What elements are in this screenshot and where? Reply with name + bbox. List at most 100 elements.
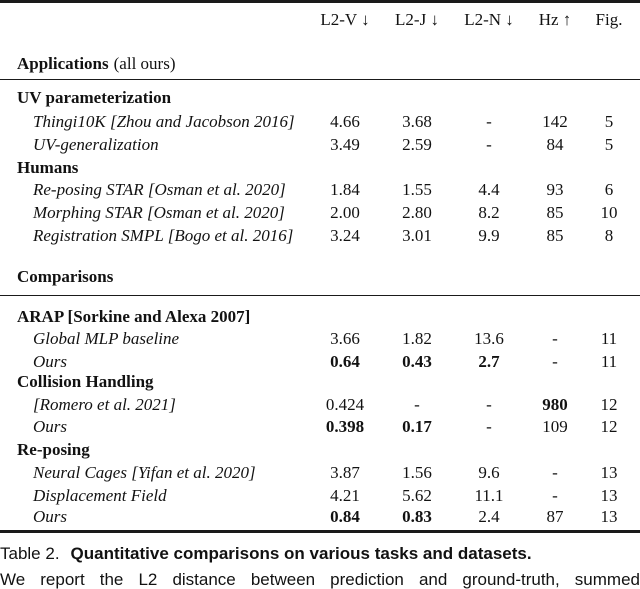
cell-fig: 5 [604, 112, 614, 131]
row-label: Registration SMPL [Bogo et al. 2016] [33, 226, 294, 245]
table-rule-bottom [0, 530, 640, 533]
cell-hz: 109 [542, 417, 568, 436]
cell-l2j: 1.56 [402, 463, 432, 482]
caption-title: Quantitative comparisons on various task… [70, 544, 532, 563]
group-label-main: Applications [17, 54, 109, 73]
table-row: UV-generalization 3.49 2.59 - 84 5 [0, 133, 640, 156]
cell-l2j: - [414, 395, 420, 414]
cell-l2j: 1.82 [402, 329, 432, 348]
row-label: Ours [33, 352, 68, 371]
table-row: Morphing STAR [Osman et al. 2020] 2.00 2… [0, 201, 640, 224]
table-row: Ours 0.84 0.83 2.4 87 13 [0, 505, 640, 528]
cell-l2n: 13.6 [474, 329, 504, 348]
section-label: Humans [17, 158, 79, 177]
group-label: Applications (all ours) [17, 52, 175, 75]
table-row: Re-posing STAR [Osman et al. 2020] 1.84 … [0, 178, 640, 201]
cell-l2v: 3.24 [330, 226, 360, 245]
cell-hz: - [552, 329, 558, 348]
section-label: UV parameterization [17, 88, 172, 107]
column-header-l2v: L2-V ↓ [320, 10, 370, 29]
cell-hz: 87 [546, 507, 564, 526]
cell-l2v: 0.398 [325, 417, 365, 436]
section-label: Collision Handling [17, 372, 154, 391]
caption-line-1: Table 2. Quantitative comparisons on vari… [0, 541, 640, 567]
row-label: Ours [33, 507, 68, 526]
table-section-row: ARAP [Sorkine and Alexa 2007] [0, 305, 640, 328]
table-header-row: L2-V ↓ L2-J ↓ L2-N ↓ Hz ↑ Fig. [0, 8, 640, 31]
cell-l2n: 2.4 [478, 507, 500, 526]
cell-l2j: 0.83 [402, 507, 432, 526]
row-label: [Romero et al. 2021] [33, 395, 176, 414]
section-label: Re-posing [17, 440, 90, 459]
cell-l2v: 0.424 [325, 395, 365, 414]
cell-l2v: 3.49 [330, 135, 360, 154]
cell-hz: 84 [546, 135, 564, 154]
cell-l2v: 0.64 [330, 352, 360, 371]
table-row: Global MLP baseline 3.66 1.82 13.6 - 11 [0, 327, 640, 350]
column-header-fig: Fig. [595, 10, 623, 29]
cell-hz: 93 [546, 180, 564, 199]
table-section-row: UV parameterization [0, 86, 640, 109]
cell-hz: - [552, 486, 558, 505]
cell-fig: 13 [600, 463, 618, 482]
section-label: ARAP [Sorkine and Alexa 2007] [17, 307, 251, 326]
column-header-l2n: L2-N ↓ [464, 10, 514, 29]
cell-l2v: 3.66 [330, 329, 360, 348]
row-label: Neural Cages [Yifan et al. 2020] [33, 463, 256, 482]
group-label: Comparisons [17, 267, 114, 286]
cell-fig: 8 [604, 226, 614, 245]
cell-fig: 12 [600, 395, 618, 414]
cell-l2n: 9.6 [478, 463, 500, 482]
cell-l2j: 3.01 [402, 226, 432, 245]
table-section-row: Collision Handling [0, 370, 640, 393]
cell-l2j: 0.17 [402, 417, 432, 436]
table-group-row: Comparisons [0, 265, 640, 288]
table-rule-mid-1 [0, 79, 640, 81]
table-section-row: Re-posing [0, 438, 640, 461]
cell-l2n: 8.2 [478, 203, 500, 222]
cell-hz: 980 [542, 395, 568, 414]
row-label: UV-generalization [33, 135, 159, 154]
cell-fig: 10 [600, 203, 618, 222]
table-row: Neural Cages [Yifan et al. 2020] 3.87 1.… [0, 461, 640, 484]
cell-l2j: 0.43 [402, 352, 432, 371]
group-label-suffix: (all ours) [113, 54, 176, 73]
cell-fig: 13 [600, 507, 618, 526]
table-caption: Table 2. Quantitative comparisons on vari… [0, 541, 640, 589]
cell-fig: 13 [600, 486, 618, 505]
cell-l2v: 3.87 [330, 463, 360, 482]
cell-fig: 11 [600, 352, 618, 371]
cell-l2n: - [486, 112, 492, 131]
cell-l2n: - [486, 417, 492, 436]
row-label: Displacement Field [33, 486, 167, 505]
cell-fig: 5 [604, 135, 614, 154]
table-rule-mid-2 [0, 295, 640, 297]
row-label: Re-posing STAR [Osman et al. 2020] [33, 180, 286, 199]
row-label: Global MLP baseline [33, 329, 180, 348]
cell-l2n: - [486, 135, 492, 154]
cell-l2v: 1.84 [330, 180, 360, 199]
table-rule-top [0, 0, 640, 3]
table-row: Registration SMPL [Bogo et al. 2016] 3.2… [0, 224, 640, 247]
cell-hz: - [552, 463, 558, 482]
cell-hz: 85 [546, 226, 564, 245]
cell-l2n: 4.4 [478, 180, 500, 199]
cell-hz: - [552, 352, 558, 371]
row-label: Ours [33, 417, 68, 436]
table-section-row: Humans [0, 156, 640, 179]
cell-fig: 12 [600, 417, 618, 436]
cell-hz: 85 [546, 203, 564, 222]
cell-l2j: 5.62 [402, 486, 432, 505]
table-row: Displacement Field 4.21 5.62 11.1 - 13 [0, 484, 640, 507]
cell-l2j: 2.80 [402, 203, 432, 222]
table-row: Ours 0.64 0.43 2.7 - 11 [0, 350, 640, 373]
table-group-row: Applications (all ours) [0, 52, 640, 75]
cell-l2n: 2.7 [478, 352, 500, 371]
cell-l2v: 4.21 [330, 486, 360, 505]
column-header-l2j: L2-J ↓ [395, 10, 439, 29]
cell-fig: 6 [604, 180, 614, 199]
cell-l2j: 2.59 [402, 135, 432, 154]
cell-l2v: 0.84 [330, 507, 360, 526]
table-row: [Romero et al. 2021] 0.424 - - 980 12 [0, 393, 640, 416]
